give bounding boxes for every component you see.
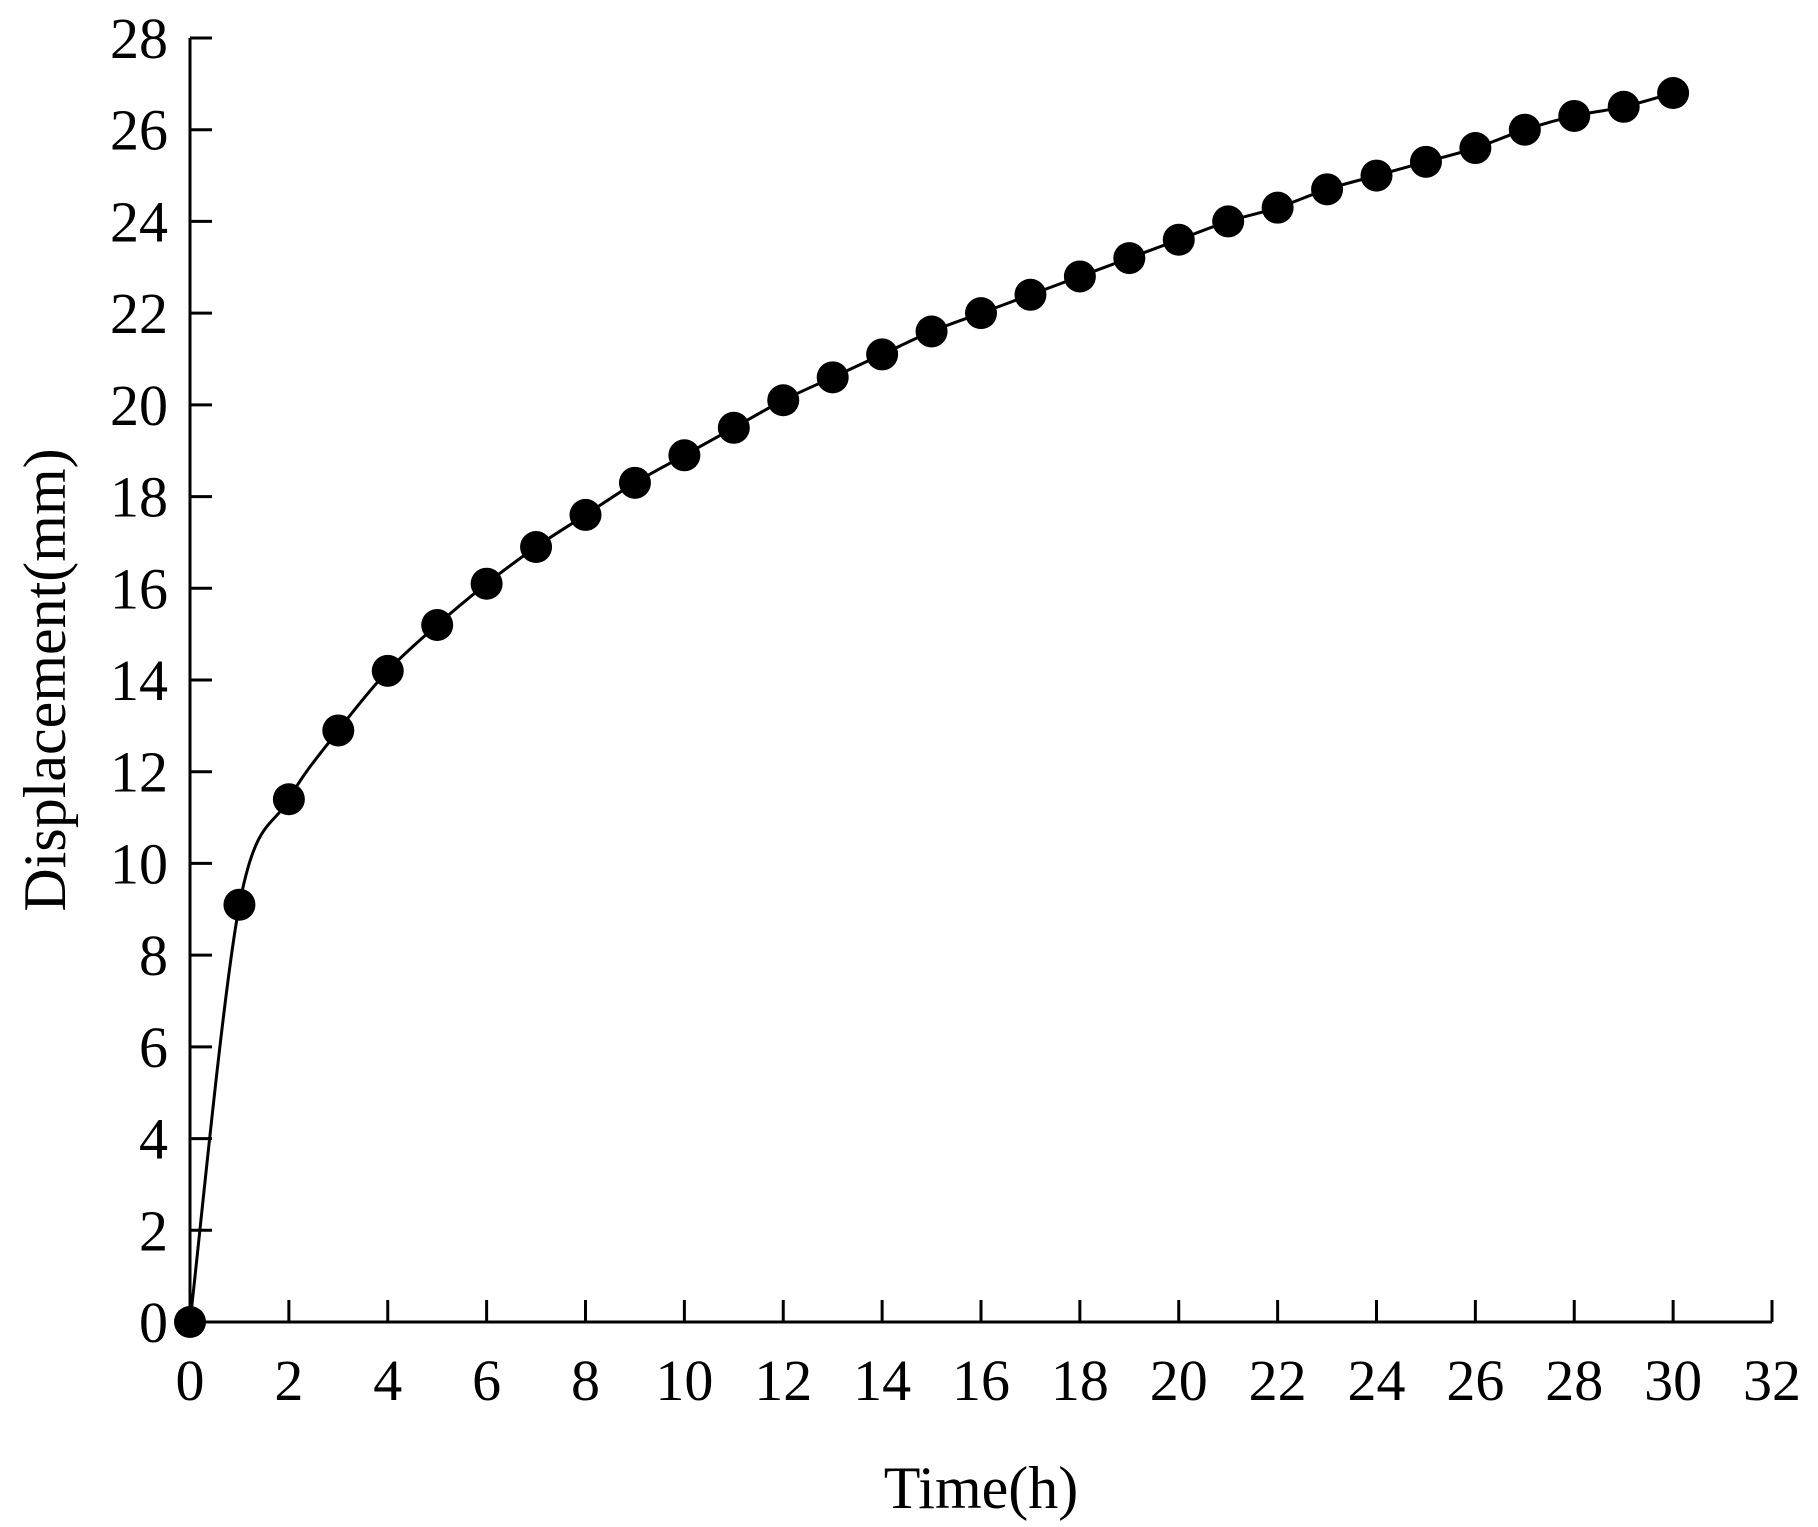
data-point: [767, 384, 800, 417]
y-tick-label: 0: [139, 1290, 168, 1355]
y-tick-label: 4: [139, 1107, 168, 1172]
x-tick-label: 0: [176, 1348, 205, 1413]
y-axis-title: Displacement(mm): [12, 448, 78, 911]
data-point: [371, 654, 404, 687]
y-tick-label: 26: [110, 98, 168, 163]
x-tick-label: 24: [1348, 1348, 1406, 1413]
data-point: [470, 567, 503, 600]
x-tick-label: 16: [952, 1348, 1010, 1413]
x-tick-label: 4: [373, 1348, 402, 1413]
data-point: [569, 498, 602, 531]
axes: [188, 38, 1772, 1324]
x-tick-label: 26: [1446, 1348, 1504, 1413]
data-point: [1014, 278, 1047, 311]
data-point: [520, 531, 553, 564]
data-point: [1360, 159, 1393, 192]
data-point: [174, 1306, 206, 1338]
x-tick-label: 30: [1644, 1348, 1702, 1413]
data-point: [1162, 223, 1195, 256]
y-tick-label: 16: [110, 556, 168, 621]
y-tick-label: 12: [110, 740, 168, 805]
x-tick-label: 20: [1150, 1348, 1208, 1413]
x-tick-label: 12: [754, 1348, 812, 1413]
x-tick-label: 32: [1743, 1348, 1801, 1413]
x-tick-label: 2: [274, 1348, 303, 1413]
data-point: [322, 714, 355, 747]
data-point: [1311, 173, 1344, 206]
y-tick-label: 22: [110, 281, 168, 346]
series-line: [188, 91, 1674, 1323]
data-point: [1063, 260, 1096, 293]
data-point: [866, 338, 899, 371]
x-tick-label: 22: [1249, 1348, 1307, 1413]
data-point: [717, 411, 750, 444]
x-tick-label: 18: [1051, 1348, 1109, 1413]
data-point: [1261, 191, 1294, 224]
x-ticks: [188, 1300, 1774, 1322]
x-tick-labels: 0 2 4 6 8 10 12 14 16 18 20 22 24 26 28 30 32: [176, 1348, 1802, 1413]
data-point: [1459, 132, 1492, 165]
y-tick-label: 18: [110, 465, 168, 530]
y-tick-label: 14: [110, 648, 168, 713]
markers: [174, 77, 1690, 1338]
data-point: [1409, 145, 1442, 178]
x-tick-label: 6: [472, 1348, 501, 1413]
data-point: [272, 783, 305, 816]
y-tick-label: 8: [139, 923, 168, 988]
y-tick-label: 6: [139, 1015, 168, 1080]
data-point: [1607, 90, 1640, 123]
x-tick-label: 8: [571, 1348, 600, 1413]
data-point: [1113, 242, 1146, 275]
data-point: [915, 315, 948, 348]
data-point: [1508, 113, 1541, 146]
x-tick-label: 28: [1545, 1348, 1603, 1413]
y-tick-label: 20: [110, 373, 168, 438]
data-point: [1212, 205, 1245, 238]
data-point: [965, 297, 997, 330]
y-tick-label: 24: [110, 189, 168, 254]
data-point: [421, 608, 454, 641]
data-point: [1558, 99, 1591, 132]
data-point: [618, 466, 651, 499]
x-axis-title: Time(h): [884, 1455, 1078, 1521]
data-point: [816, 361, 849, 394]
y-tick-label: 2: [139, 1198, 168, 1263]
data-point: [1657, 77, 1690, 110]
y-tick-label: 10: [110, 831, 168, 896]
y-tick-label: 28: [110, 6, 168, 71]
data-point: [223, 888, 256, 921]
x-tick-label: 14: [853, 1348, 911, 1413]
data-point: [668, 439, 701, 472]
y-ticks: [190, 36, 212, 1324]
x-tick-label: 10: [655, 1348, 713, 1413]
